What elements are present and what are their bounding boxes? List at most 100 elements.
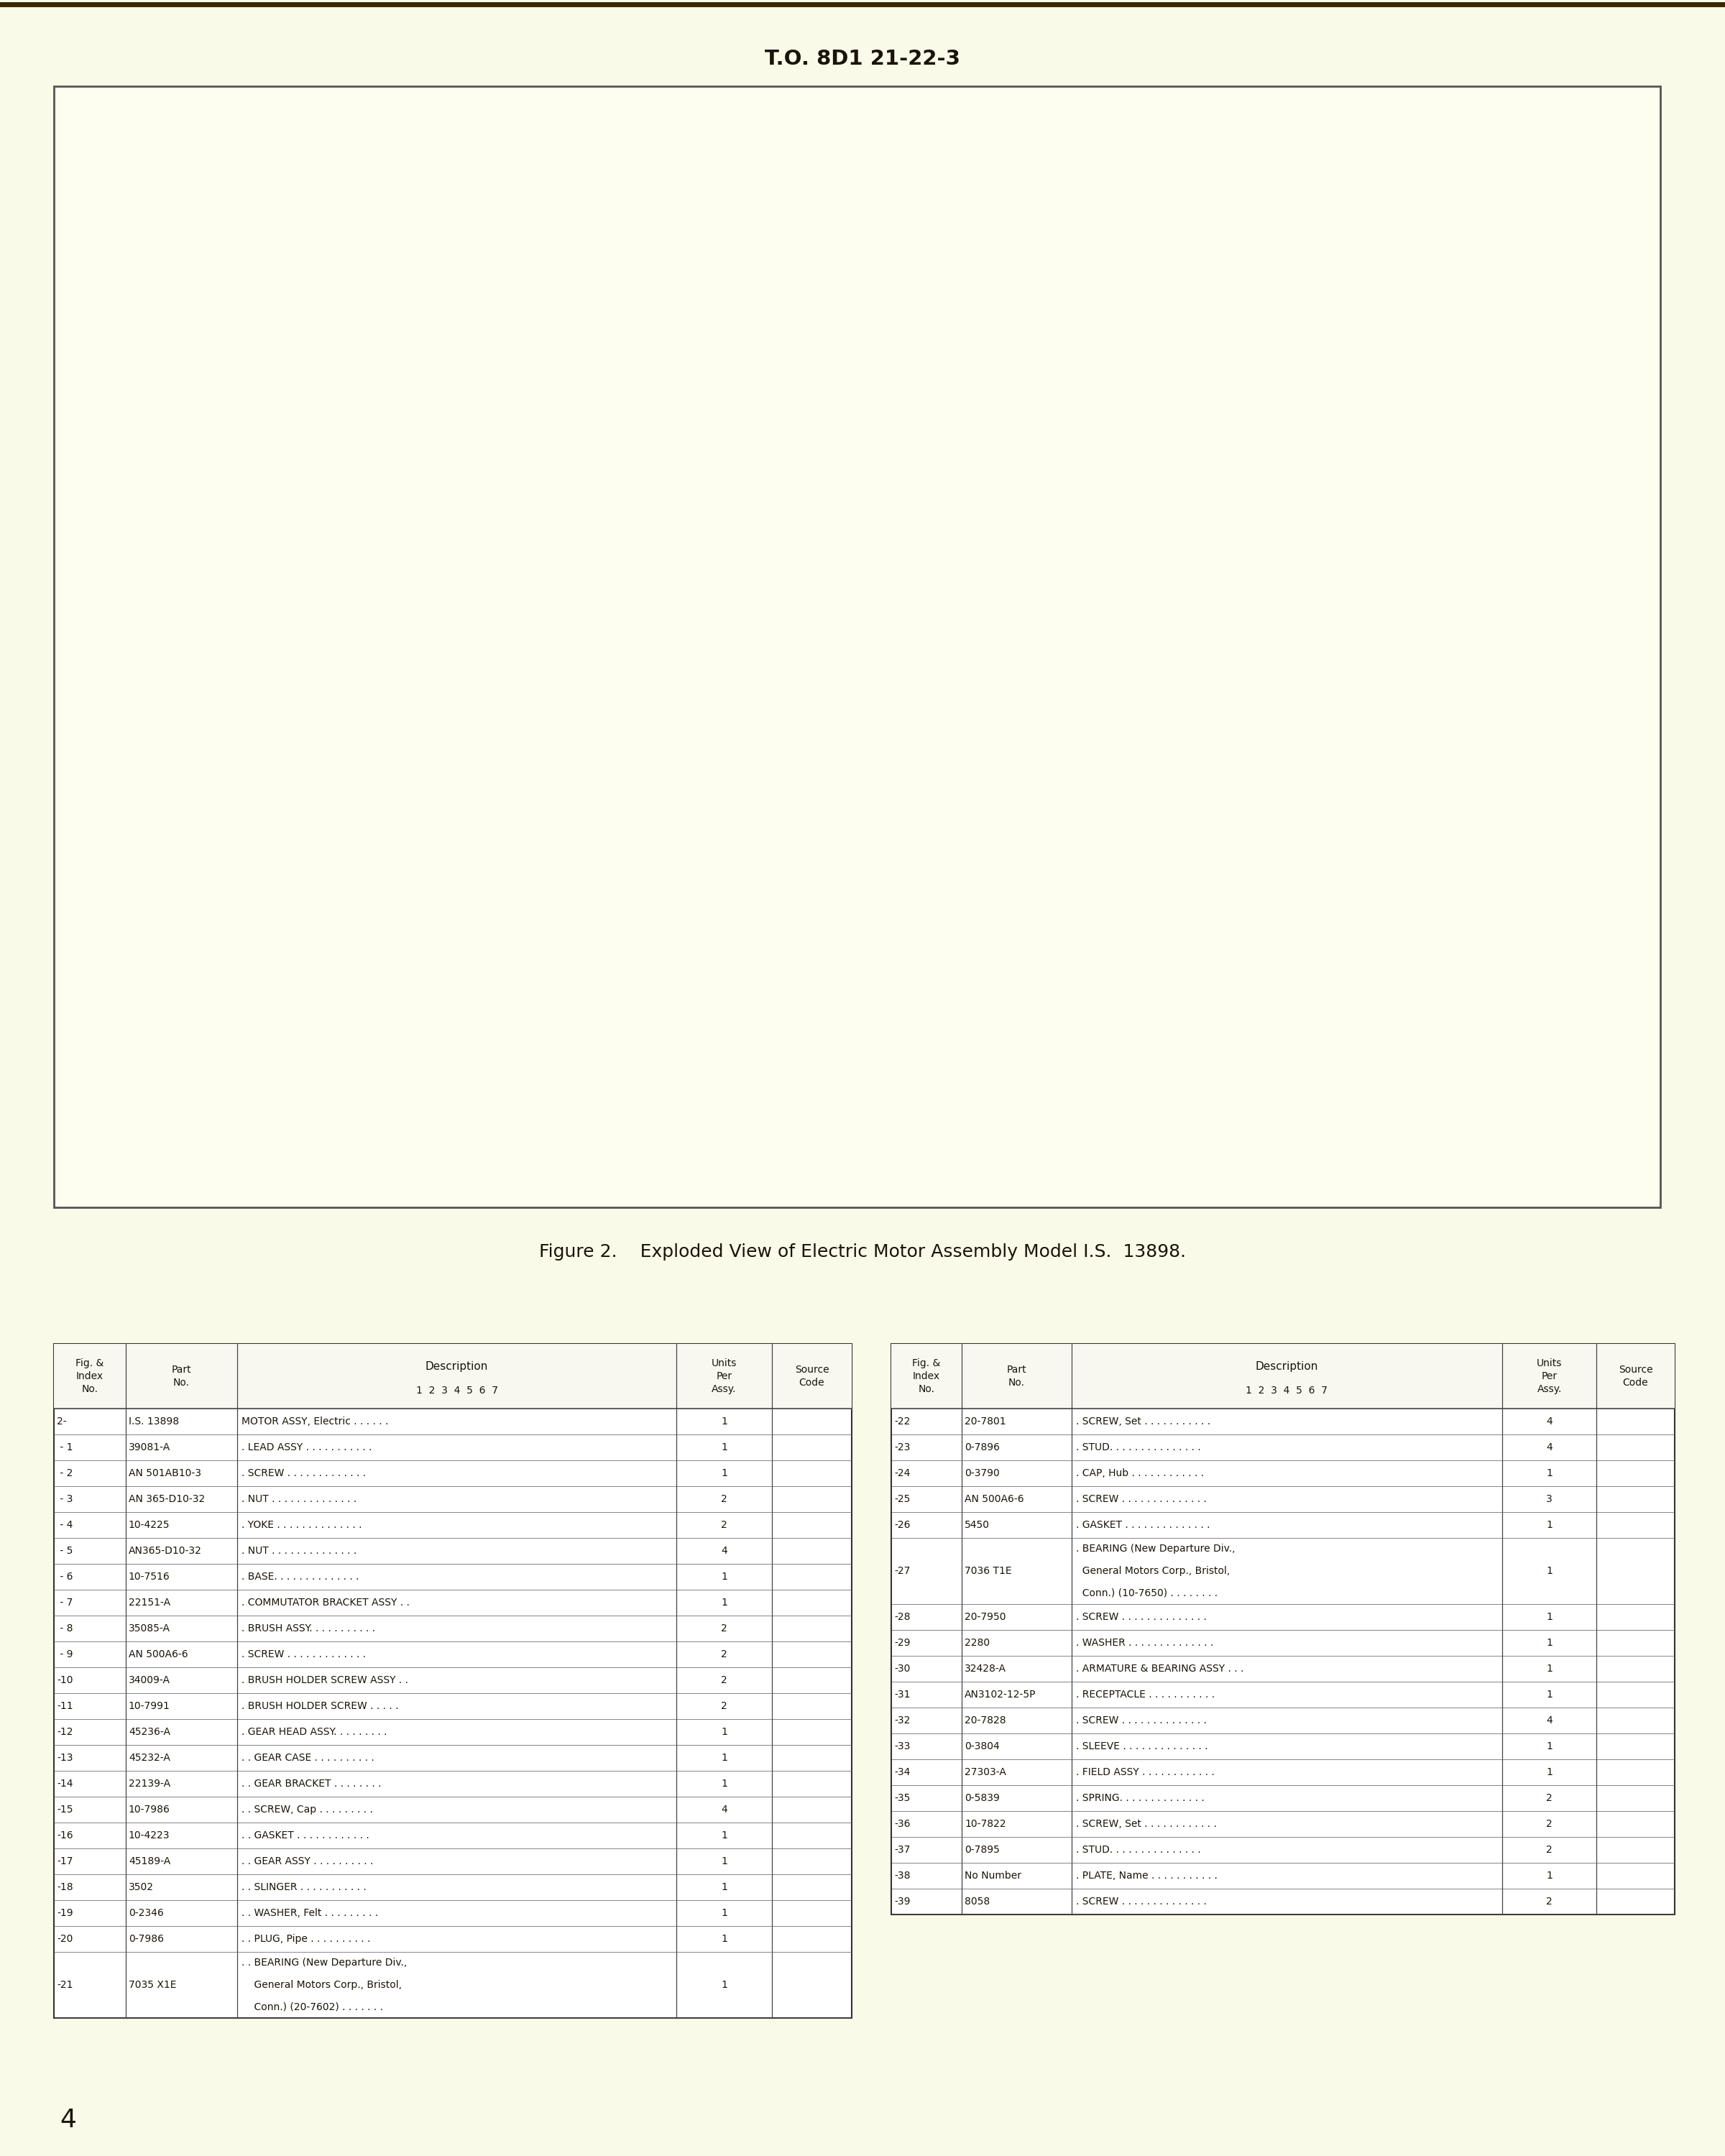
Text: 1: 1: [721, 1598, 728, 1608]
Text: -21: -21: [57, 1979, 72, 1990]
Text: Description: Description: [426, 1360, 488, 1371]
Text: . BASE. . . . . . . . . . . . . .: . BASE. . . . . . . . . . . . . .: [242, 1572, 359, 1583]
Text: Part
No.: Part No.: [171, 1365, 191, 1388]
Text: 7036 T1E: 7036 T1E: [964, 1565, 1013, 1576]
Text: 0-7986: 0-7986: [129, 1934, 164, 1945]
Text: -39: -39: [894, 1897, 911, 1906]
Text: -28: -28: [894, 1613, 911, 1621]
Text: -13: -13: [57, 1753, 72, 1764]
Text: T.O. 8D1 21-22-3: T.O. 8D1 21-22-3: [764, 50, 961, 69]
Text: 1: 1: [721, 1856, 728, 1867]
Text: Source
Code: Source Code: [1618, 1365, 1653, 1388]
Text: . LEAD ASSY . . . . . . . . . . .: . LEAD ASSY . . . . . . . . . . .: [242, 1442, 373, 1453]
Text: . . SLINGER . . . . . . . . . . .: . . SLINGER . . . . . . . . . . .: [242, 1882, 367, 1893]
Text: -37: -37: [894, 1846, 911, 1854]
Text: 2: 2: [1546, 1846, 1552, 1854]
Text: - 2: - 2: [57, 1468, 72, 1479]
Text: Conn.) (20-7602) . . . . . . .: Conn.) (20-7602) . . . . . . .: [242, 2001, 383, 2012]
Text: -18: -18: [57, 1882, 72, 1893]
Text: 1  2  3  4  5  6  7: 1 2 3 4 5 6 7: [1245, 1386, 1328, 1395]
Text: General Motors Corp., Bristol,: General Motors Corp., Bristol,: [1076, 1565, 1230, 1576]
Text: 45232-A: 45232-A: [129, 1753, 171, 1764]
Text: 1: 1: [1546, 1565, 1552, 1576]
Text: 1: 1: [721, 1753, 728, 1764]
Text: . BEARING (New Departure Div.,: . BEARING (New Departure Div.,: [1076, 1544, 1235, 1554]
Text: . CAP, Hub . . . . . . . . . . . .: . CAP, Hub . . . . . . . . . . . .: [1076, 1468, 1204, 1479]
Text: 2: 2: [721, 1649, 728, 1660]
Text: 1: 1: [1546, 1639, 1552, 1647]
Text: 1: 1: [1546, 1768, 1552, 1777]
Text: No Number: No Number: [964, 1871, 1021, 1880]
Text: - 7: - 7: [57, 1598, 72, 1608]
Text: . COMMUTATOR BRACKET ASSY . .: . COMMUTATOR BRACKET ASSY . .: [242, 1598, 411, 1608]
Text: 27303-A: 27303-A: [964, 1768, 1006, 1777]
Text: -23: -23: [894, 1442, 911, 1453]
Text: 10-7991: 10-7991: [129, 1701, 171, 1712]
Text: 22139-A: 22139-A: [129, 1779, 171, 1789]
Text: . . PLUG, Pipe . . . . . . . . . .: . . PLUG, Pipe . . . . . . . . . .: [242, 1934, 371, 1945]
Text: . . GEAR CASE . . . . . . . . . .: . . GEAR CASE . . . . . . . . . .: [242, 1753, 374, 1764]
Text: 45236-A: 45236-A: [129, 1727, 171, 1738]
Text: -22: -22: [894, 1416, 911, 1427]
Text: 4: 4: [721, 1546, 728, 1557]
Text: 2: 2: [721, 1494, 728, 1505]
Text: Fig. &
Index
No.: Fig. & Index No.: [913, 1358, 940, 1395]
Text: 1: 1: [721, 1908, 728, 1919]
Text: 2: 2: [721, 1675, 728, 1686]
Text: 2280: 2280: [964, 1639, 990, 1647]
Text: 1: 1: [721, 1442, 728, 1453]
Text: 0-2346: 0-2346: [129, 1908, 164, 1919]
Text: 3502: 3502: [129, 1882, 154, 1893]
Bar: [53, 1343, 852, 2018]
Text: -16: -16: [57, 1830, 72, 1841]
Text: 2: 2: [721, 1623, 728, 1634]
Text: 1  2  3  4  5  6  7: 1 2 3 4 5 6 7: [416, 1386, 499, 1395]
Text: General Motors Corp., Bristol,: General Motors Corp., Bristol,: [242, 1979, 402, 1990]
Text: 1: 1: [721, 1779, 728, 1789]
Text: Units
Per
Assy.: Units Per Assy.: [711, 1358, 737, 1395]
Text: -11: -11: [57, 1701, 72, 1712]
Text: -32: -32: [894, 1716, 911, 1725]
Text: . STUD. . . . . . . . . . . . . . .: . STUD. . . . . . . . . . . . . . .: [1076, 1846, 1201, 1854]
Text: AN 500A6-6: AN 500A6-6: [129, 1649, 188, 1660]
Text: -12: -12: [57, 1727, 72, 1738]
Text: - 6: - 6: [57, 1572, 72, 1583]
Text: 0-3790: 0-3790: [964, 1468, 1000, 1479]
Text: . RECEPTACLE . . . . . . . . . . .: . RECEPTACLE . . . . . . . . . . .: [1076, 1690, 1214, 1699]
Text: . SLEEVE . . . . . . . . . . . . . .: . SLEEVE . . . . . . . . . . . . . .: [1076, 1742, 1207, 1751]
Text: - 9: - 9: [57, 1649, 72, 1660]
Text: 2: 2: [1546, 1897, 1552, 1906]
Text: 20-7950: 20-7950: [964, 1613, 1006, 1621]
Text: . NUT . . . . . . . . . . . . . .: . NUT . . . . . . . . . . . . . .: [242, 1494, 357, 1505]
Text: 3: 3: [1546, 1494, 1552, 1505]
Text: 20-7801: 20-7801: [964, 1416, 1006, 1427]
Text: 20-7828: 20-7828: [964, 1716, 1006, 1725]
Text: 1: 1: [721, 1416, 728, 1427]
Text: . . SCREW, Cap . . . . . . . . .: . . SCREW, Cap . . . . . . . . .: [242, 1805, 373, 1815]
Text: . GASKET . . . . . . . . . . . . . .: . GASKET . . . . . . . . . . . . . .: [1076, 1520, 1209, 1531]
Text: 39081-A: 39081-A: [129, 1442, 171, 1453]
Bar: [53, 1343, 852, 1408]
Text: . SCREW, Set . . . . . . . . . . . .: . SCREW, Set . . . . . . . . . . . .: [1076, 1820, 1216, 1828]
Text: . SCREW . . . . . . . . . . . . . .: . SCREW . . . . . . . . . . . . . .: [1076, 1613, 1206, 1621]
Text: . STUD. . . . . . . . . . . . . . .: . STUD. . . . . . . . . . . . . . .: [1076, 1442, 1201, 1453]
Text: . YOKE . . . . . . . . . . . . . .: . YOKE . . . . . . . . . . . . . .: [242, 1520, 362, 1531]
Text: . . WASHER, Felt . . . . . . . . .: . . WASHER, Felt . . . . . . . . .: [242, 1908, 378, 1919]
Bar: [53, 86, 1659, 1207]
Text: -31: -31: [894, 1690, 911, 1699]
Text: 8058: 8058: [964, 1897, 990, 1906]
Text: -34: -34: [894, 1768, 911, 1777]
Text: 1: 1: [1546, 1520, 1552, 1531]
Text: 2-: 2-: [57, 1416, 67, 1427]
Text: . SCREW . . . . . . . . . . . . . .: . SCREW . . . . . . . . . . . . . .: [1076, 1716, 1206, 1725]
Text: AN 500A6-6: AN 500A6-6: [964, 1494, 1025, 1505]
Text: Source
Code: Source Code: [795, 1365, 830, 1388]
Text: 22151-A: 22151-A: [129, 1598, 171, 1608]
Text: . BRUSH HOLDER SCREW . . . . .: . BRUSH HOLDER SCREW . . . . .: [242, 1701, 398, 1712]
Text: 1: 1: [721, 1468, 728, 1479]
Text: 4: 4: [1546, 1716, 1552, 1725]
Text: -30: -30: [894, 1664, 911, 1673]
Text: . . GASKET . . . . . . . . . . . .: . . GASKET . . . . . . . . . . . .: [242, 1830, 369, 1841]
Text: . . GEAR BRACKET . . . . . . . .: . . GEAR BRACKET . . . . . . . .: [242, 1779, 381, 1789]
Text: MOTOR ASSY, Electric . . . . . .: MOTOR ASSY, Electric . . . . . .: [242, 1416, 388, 1427]
